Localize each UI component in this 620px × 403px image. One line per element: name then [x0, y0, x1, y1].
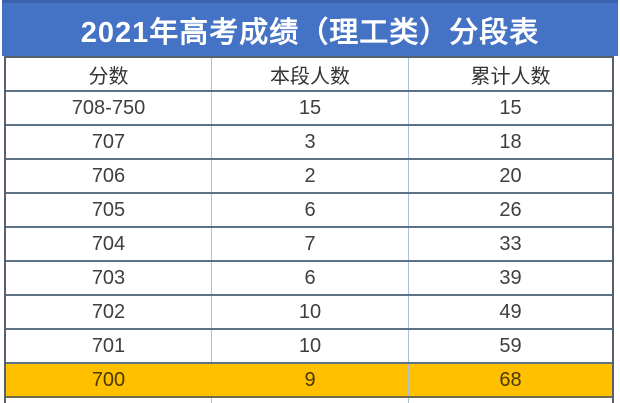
score-cell: 700: [6, 364, 212, 396]
cumulative-count-cell: 18: [499, 130, 522, 153]
cumulative-count-cell: 20: [499, 164, 522, 187]
partial-cell: [6, 398, 212, 403]
cumulative-count-cell: 59: [499, 334, 522, 357]
table-row: 701 10 59: [6, 330, 612, 364]
table-row: 703 6 39: [6, 262, 612, 296]
score-cell: 707: [6, 126, 212, 158]
score-cell: 702: [6, 296, 212, 328]
cumulative-count-cell: 33: [499, 232, 522, 255]
segment-count-cell: 15: [212, 92, 409, 124]
table-body: 708-750 15 15 707 3 18 706 2 20 705 6 26…: [6, 92, 612, 398]
segment-count-cell: 6: [212, 194, 409, 226]
cumulative-count-cell: 15: [499, 96, 522, 119]
cumulative-count-cell: 39: [499, 266, 522, 289]
score-cell: 703: [6, 262, 212, 294]
column-header-cumulative-count: 累计人数: [470, 65, 551, 88]
score-cell: 701: [6, 330, 212, 362]
title-banner: 2021年高考成绩（理工类）分段表: [2, 0, 618, 56]
segment-count-cell: 7: [212, 228, 409, 260]
table-header-row: 分数 本段人数 累计人数: [6, 58, 612, 92]
segment-count-cell: 10: [212, 296, 409, 328]
segment-count-cell: 3: [212, 126, 409, 158]
cumulative-count-cell: 68: [499, 368, 522, 391]
page-title: 2021年高考成绩（理工类）分段表: [80, 16, 540, 49]
table-row: 706 2 20: [6, 160, 612, 194]
score-cell: 706: [6, 160, 212, 192]
score-cell: 708-750: [6, 92, 212, 124]
table-row: 700 9 68: [6, 364, 612, 398]
table-row: 705 6 26: [6, 194, 612, 228]
segment-count-cell: 2: [212, 160, 409, 192]
segment-count-cell: 9: [212, 364, 409, 396]
cumulative-count-cell: 49: [499, 300, 522, 323]
table-row: 707 3 18: [6, 126, 612, 160]
table-row: 702 10 49: [6, 296, 612, 330]
score-cell: 705: [6, 194, 212, 226]
score-cell: 704: [6, 228, 212, 260]
table-row: 708-750 15 15: [6, 92, 612, 126]
segment-count-cell: 6: [212, 262, 409, 294]
table-row: 704 7 33: [6, 228, 612, 262]
partial-next-row: [6, 398, 612, 403]
cumulative-count-cell: 26: [499, 198, 522, 221]
column-header-score: 分数: [6, 58, 212, 90]
score-table: 分数 本段人数 累计人数 708-750 15 15 707 3 18 706 …: [4, 56, 614, 403]
partial-cell: [409, 398, 612, 403]
segment-count-cell: 10: [212, 330, 409, 362]
column-header-segment-count: 本段人数: [212, 58, 409, 90]
partial-cell: [212, 398, 409, 403]
